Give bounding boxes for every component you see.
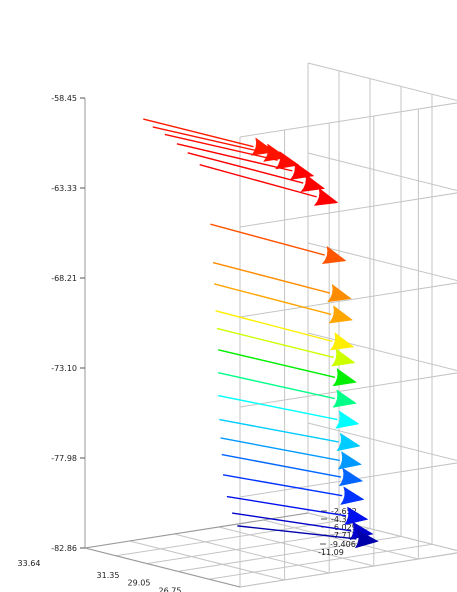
vector-arrowhead — [329, 332, 355, 351]
axis-ticks: -58.45 -63.33 -68.21 -73.10 -77.98 -82.86 33.6… — [18, 94, 357, 592]
vector-arrowhead — [332, 367, 358, 387]
y-tick-label: -9.406 — [330, 540, 356, 549]
vector-shaft — [176, 143, 293, 172]
vector-shaft — [222, 474, 343, 497]
grid-line — [208, 543, 433, 580]
vector-arrowhead — [337, 450, 363, 470]
vector-shaft — [217, 394, 338, 421]
vector-shaft — [143, 118, 254, 148]
vector-arrowhead — [274, 150, 300, 170]
grid-line — [239, 192, 457, 228]
vector-arrowhead — [330, 348, 356, 367]
vector-shaft — [217, 372, 335, 400]
x-tick-label: 29.05 — [128, 579, 151, 588]
z-tick-label: -77.98 — [51, 454, 77, 463]
grid-line — [218, 526, 374, 567]
vector-shaft — [212, 261, 331, 294]
vector-shaft — [216, 327, 334, 359]
vector-arrowhead — [332, 389, 357, 408]
vector-arrowhead — [326, 283, 352, 303]
x-tick-label: 26.75 — [159, 586, 182, 592]
vector-shaft — [232, 512, 352, 532]
grid-line — [307, 152, 457, 192]
vector-shaft — [218, 349, 336, 378]
grid-line — [146, 528, 371, 565]
vector-arrowhead — [343, 506, 369, 526]
vector-shaft — [210, 223, 325, 256]
grid-line — [307, 422, 457, 462]
y-tick-label: -11.09 — [318, 548, 344, 557]
z-tick-label: -73.10 — [51, 364, 77, 373]
vector-arrowhead — [340, 486, 365, 505]
vector-shaft — [215, 310, 333, 343]
vector-shaft — [226, 495, 347, 517]
vector-shaft — [187, 152, 304, 184]
grid-line — [307, 512, 457, 552]
grid-line — [239, 102, 457, 138]
vector-arrowhead — [338, 467, 364, 487]
vector-arrowhead — [328, 305, 354, 324]
grid-line — [115, 520, 340, 557]
vector-arrowhead — [334, 410, 360, 429]
grid-line — [239, 282, 457, 318]
vector-arrowhead — [313, 187, 339, 206]
z-tick-label: -68.21 — [51, 274, 77, 283]
grid-line — [263, 519, 419, 560]
x-tick-label: 33.64 — [18, 559, 41, 568]
vector-shaft — [199, 164, 317, 198]
plot-box-grid — [84, 62, 457, 588]
grid-line — [307, 62, 457, 102]
y-tick-label: -6.029 — [331, 523, 357, 532]
vector-arrowhead — [336, 432, 361, 452]
vector-shaft — [214, 283, 332, 316]
z-tick-label: -63.33 — [51, 184, 77, 193]
y-tick-label: -4.340 — [331, 515, 357, 524]
vector-field — [143, 118, 379, 549]
x-tick-label: 31.35 — [97, 571, 120, 580]
vector-shaft — [164, 133, 278, 161]
vector-arrowhead — [321, 245, 347, 265]
grid-line — [239, 552, 457, 588]
grid-line — [307, 332, 457, 372]
vector-shaft — [220, 437, 340, 462]
grid-line — [307, 242, 457, 282]
z-tick-label: -82.86 — [51, 544, 77, 553]
y-tick-label: -7.717 — [331, 531, 357, 540]
vector-arrowhead — [300, 173, 326, 193]
grid-line — [174, 533, 330, 574]
vector-shaft — [152, 126, 266, 154]
grid-line — [129, 540, 285, 581]
y-tick-label: -2.652 — [331, 507, 357, 516]
grid-line — [239, 372, 457, 408]
box-edge — [84, 547, 241, 588]
vector-shaft — [221, 453, 342, 478]
vector-shaft — [219, 418, 339, 443]
vector-shaft — [237, 525, 357, 540]
z-tick-label: -58.45 — [51, 94, 77, 103]
vector-arrowhead — [354, 529, 379, 549]
